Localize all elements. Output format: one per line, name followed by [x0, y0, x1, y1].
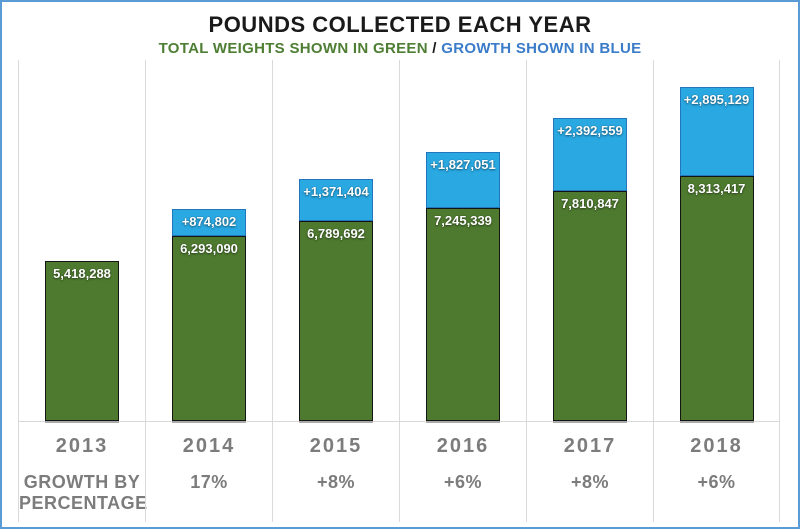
chart-plot-area: 5,418,288 2013 GROWTH BY PERCENTAGE +874,802…	[18, 60, 782, 522]
column-2016: +1,827,051 7,245,339 2016 +6%	[399, 60, 526, 522]
chart-subtitle: TOTAL WEIGHTS SHOWN IN GREEN / GROWTH SH…	[2, 38, 798, 60]
column-2013: 5,418,288 2013 GROWTH BY PERCENTAGE	[18, 60, 148, 522]
growth-row-header-line: GROWTH BY	[23, 472, 141, 492]
bar-2013: 5,418,288	[45, 261, 119, 421]
year-label-2018: 2018	[690, 435, 743, 457]
bar-2015: +1,371,404 6,789,692	[299, 179, 373, 421]
year-label-2015: 2015	[309, 435, 363, 457]
bar-zone-2018: +2,895,129 8,313,417	[654, 60, 779, 422]
blue-growth-segment-2016: +1,827,051	[426, 152, 500, 208]
bar-2018: +2,895,129 8,313,417	[679, 87, 754, 421]
green-value-label-2014: 6,293,090	[180, 241, 238, 256]
growth-row-header-line: PERCENTAGE	[19, 493, 148, 513]
bar-zone-2014: +874,802 6,293,090	[146, 60, 272, 422]
green-total-segment-2015: 6,789,692	[299, 221, 373, 421]
label-zone-2014: 2014 17%	[146, 435, 272, 493]
year-label-2017: 2017	[563, 435, 617, 457]
green-total-segment-2017: 7,810,847	[553, 191, 627, 421]
bar-2017: +2,392,559 7,810,847	[553, 118, 627, 421]
bar-zone-2016: +1,827,051 7,245,339	[400, 60, 526, 422]
legend-green-text: TOTAL WEIGHTS SHOWN IN GREEN	[158, 40, 428, 57]
bar-2014: +874,802 6,293,090	[172, 209, 246, 421]
growth-percent-2016: +6%	[443, 472, 483, 492]
label-zone-2015: 2015 +8%	[273, 435, 399, 493]
green-value-label-2018: 8,313,417	[687, 181, 746, 196]
blue-growth-segment-2014: +874,802	[172, 209, 246, 236]
growth-percent-2015: +8%	[316, 472, 356, 492]
bar-2016: +1,827,051 7,245,339	[426, 152, 500, 421]
column-2014: +874,802 6,293,090 2014 17%	[145, 60, 272, 522]
blue-growth-segment-2018: +2,895,129	[679, 87, 754, 176]
legend-blue-text: GROWTH SHOWN IN BLUE	[441, 40, 642, 57]
green-total-segment-2013: 5,418,288	[45, 261, 119, 421]
label-zone-2016: 2016 +6%	[400, 435, 526, 493]
legend-separator: /	[427, 40, 442, 57]
blue-value-label-2018: +2,895,129	[683, 92, 750, 107]
growth-percent-2014: 17%	[190, 472, 228, 492]
green-value-label-2017: 7,810,847	[561, 196, 619, 211]
green-total-segment-2016: 7,245,339	[426, 208, 500, 421]
year-label-2014: 2014	[182, 435, 236, 457]
growth-percent-2017: +8%	[570, 472, 610, 492]
column-2018: +2,895,129 8,313,417 2018 +6%	[653, 60, 780, 522]
green-total-segment-2018: 8,313,417	[679, 176, 754, 421]
year-label-2016: 2016	[436, 435, 490, 457]
green-value-label-2013: 5,418,288	[53, 266, 111, 281]
bar-zone-2017: +2,392,559 7,810,847	[527, 60, 653, 422]
year-label-2013: 2013	[55, 435, 109, 457]
column-2015: +1,371,404 6,789,692 2015 +8%	[272, 60, 399, 522]
bar-zone-2013: 5,418,288	[19, 60, 145, 422]
label-zone-2017: 2017 +8%	[527, 435, 653, 493]
chart-title: POUNDS COLLECTED EACH YEAR	[208, 12, 592, 37]
blue-value-label-2015: +1,371,404	[303, 184, 369, 199]
blue-value-label-2014: +874,802	[181, 214, 237, 229]
green-total-segment-2014: 6,293,090	[172, 236, 246, 421]
growth-row-header: GROWTH BY PERCENTAGE	[19, 472, 148, 514]
blue-value-label-2016: +1,827,051	[430, 157, 496, 172]
column-2017: +2,392,559 7,810,847 2017 +8%	[526, 60, 653, 522]
blue-growth-segment-2015: +1,371,404	[299, 179, 373, 221]
growth-percent-2018: +6%	[697, 472, 736, 492]
bar-zone-2015: +1,371,404 6,789,692	[273, 60, 399, 422]
blue-growth-segment-2017: +2,392,559	[553, 118, 627, 191]
blue-value-label-2017: +2,392,559	[557, 123, 623, 138]
green-value-label-2015: 6,789,692	[307, 226, 365, 241]
label-zone-2018: 2018 +6%	[654, 435, 779, 493]
green-value-label-2016: 7,245,339	[434, 213, 492, 228]
label-zone-2013: 2013 GROWTH BY PERCENTAGE	[19, 435, 148, 514]
